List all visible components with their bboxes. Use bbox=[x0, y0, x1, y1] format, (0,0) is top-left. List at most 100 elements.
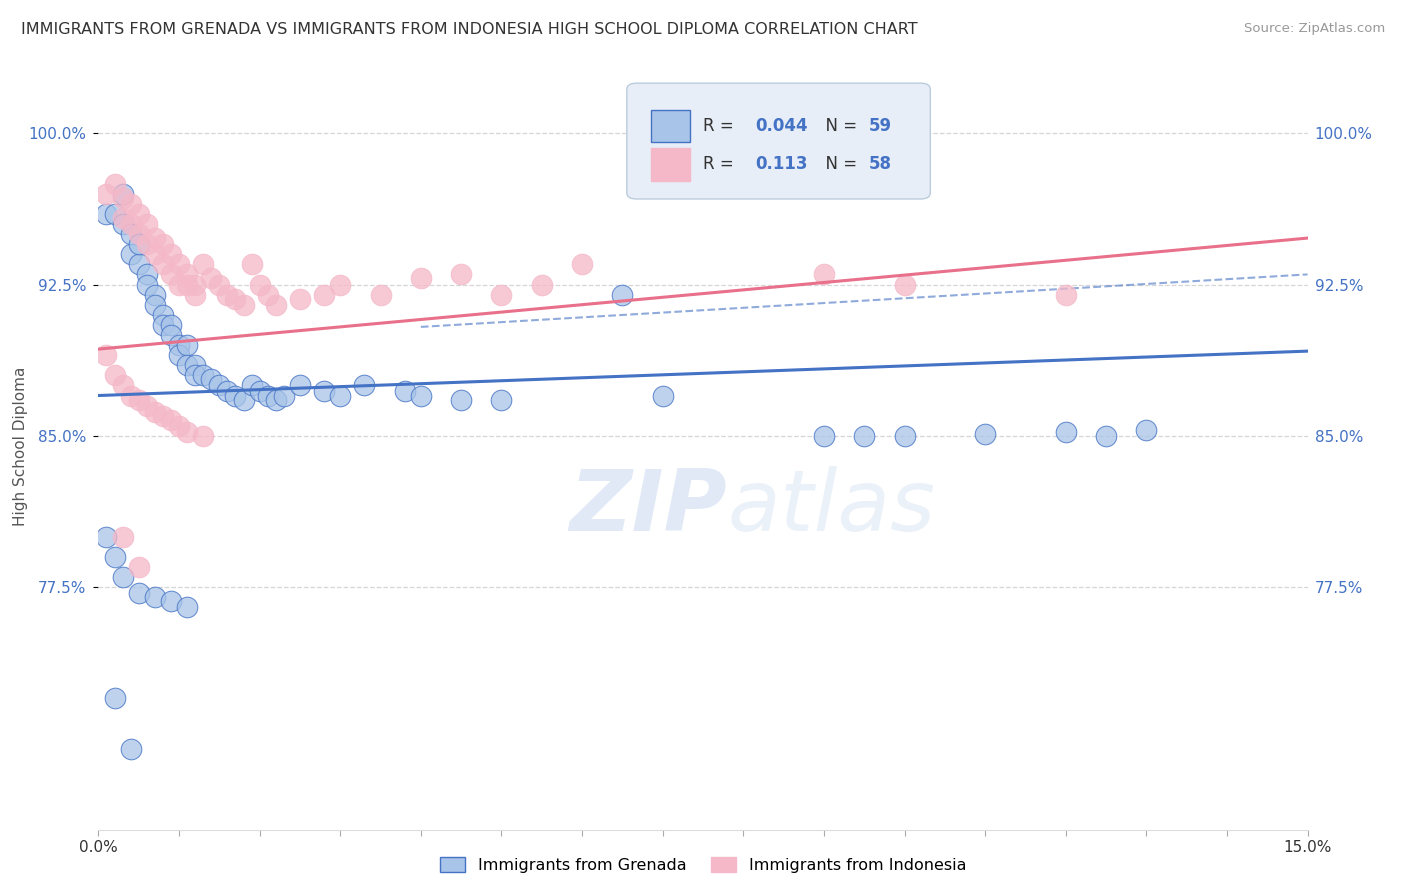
Point bbox=[120, 247, 142, 261]
Point bbox=[167, 338, 190, 352]
Text: N =: N = bbox=[815, 117, 863, 135]
Point bbox=[143, 287, 166, 301]
Point bbox=[96, 530, 118, 544]
Point bbox=[240, 378, 263, 392]
Point bbox=[184, 358, 207, 372]
Point bbox=[217, 384, 239, 399]
Point bbox=[256, 388, 278, 402]
Text: R =: R = bbox=[703, 117, 740, 135]
Point bbox=[288, 378, 311, 392]
Point bbox=[167, 277, 190, 292]
Point bbox=[370, 287, 392, 301]
Point bbox=[120, 196, 142, 211]
Point bbox=[893, 429, 915, 443]
Point bbox=[224, 292, 246, 306]
Point bbox=[240, 257, 263, 271]
Point bbox=[193, 368, 215, 383]
FancyBboxPatch shape bbox=[627, 83, 931, 199]
Point bbox=[491, 392, 513, 407]
Point bbox=[143, 591, 166, 605]
Point bbox=[184, 277, 207, 292]
Point bbox=[273, 388, 295, 402]
Text: 0.044: 0.044 bbox=[755, 117, 807, 135]
Point bbox=[450, 392, 472, 407]
Text: N =: N = bbox=[815, 155, 863, 173]
Point bbox=[208, 378, 231, 392]
Point bbox=[167, 348, 190, 362]
Point bbox=[111, 570, 134, 584]
Point bbox=[160, 594, 183, 608]
Point bbox=[152, 257, 174, 271]
Point bbox=[143, 231, 166, 245]
Point bbox=[167, 418, 190, 433]
Point bbox=[152, 409, 174, 423]
Point bbox=[176, 425, 198, 439]
Point bbox=[450, 268, 472, 282]
Point bbox=[249, 384, 271, 399]
Point bbox=[160, 268, 183, 282]
Point bbox=[111, 211, 134, 225]
Point bbox=[135, 268, 157, 282]
Point bbox=[184, 287, 207, 301]
Point bbox=[314, 287, 336, 301]
Point bbox=[893, 277, 915, 292]
Point bbox=[224, 388, 246, 402]
Point bbox=[120, 388, 142, 402]
Point bbox=[103, 549, 125, 564]
Text: ZIP: ZIP bbox=[569, 466, 727, 549]
Point bbox=[491, 287, 513, 301]
Point bbox=[96, 186, 118, 201]
Text: Source: ZipAtlas.com: Source: ZipAtlas.com bbox=[1244, 22, 1385, 36]
Point bbox=[103, 368, 125, 383]
Point bbox=[128, 257, 150, 271]
Text: R =: R = bbox=[703, 155, 744, 173]
Point bbox=[813, 429, 835, 443]
Point bbox=[120, 227, 142, 241]
Text: 0.113: 0.113 bbox=[755, 155, 807, 173]
Point bbox=[143, 298, 166, 312]
Point bbox=[111, 191, 134, 205]
Point bbox=[160, 318, 183, 332]
Point bbox=[160, 413, 183, 427]
Point bbox=[176, 600, 198, 615]
Point bbox=[232, 392, 254, 407]
Point bbox=[232, 298, 254, 312]
Point bbox=[264, 392, 287, 407]
Point bbox=[314, 384, 336, 399]
Point bbox=[394, 384, 416, 399]
Point bbox=[152, 318, 174, 332]
Text: IMMIGRANTS FROM GRENADA VS IMMIGRANTS FROM INDONESIA HIGH SCHOOL DIPLOMA CORRELA: IMMIGRANTS FROM GRENADA VS IMMIGRANTS FR… bbox=[21, 22, 918, 37]
Point bbox=[111, 378, 134, 392]
Point bbox=[1095, 429, 1118, 443]
Point bbox=[128, 227, 150, 241]
Point bbox=[256, 287, 278, 301]
Point bbox=[135, 399, 157, 413]
Point bbox=[1135, 423, 1157, 437]
Point bbox=[128, 237, 150, 252]
Point bbox=[176, 268, 198, 282]
Point bbox=[813, 268, 835, 282]
Point bbox=[208, 277, 231, 292]
Y-axis label: High School Diploma: High School Diploma bbox=[13, 367, 28, 525]
Point bbox=[128, 392, 150, 407]
Point bbox=[135, 217, 157, 231]
Point bbox=[135, 277, 157, 292]
Text: 59: 59 bbox=[869, 117, 891, 135]
Point bbox=[200, 372, 222, 386]
Point bbox=[152, 237, 174, 252]
Point bbox=[103, 207, 125, 221]
Point bbox=[329, 277, 352, 292]
Point bbox=[111, 217, 134, 231]
Point bbox=[200, 271, 222, 285]
Point bbox=[1054, 287, 1077, 301]
Bar bbox=[651, 148, 690, 180]
Point bbox=[96, 207, 118, 221]
Point bbox=[571, 257, 593, 271]
Bar bbox=[651, 110, 690, 142]
Point bbox=[143, 247, 166, 261]
Point bbox=[176, 277, 198, 292]
Point bbox=[176, 338, 198, 352]
Point bbox=[264, 298, 287, 312]
Point bbox=[160, 247, 183, 261]
Point bbox=[409, 271, 432, 285]
